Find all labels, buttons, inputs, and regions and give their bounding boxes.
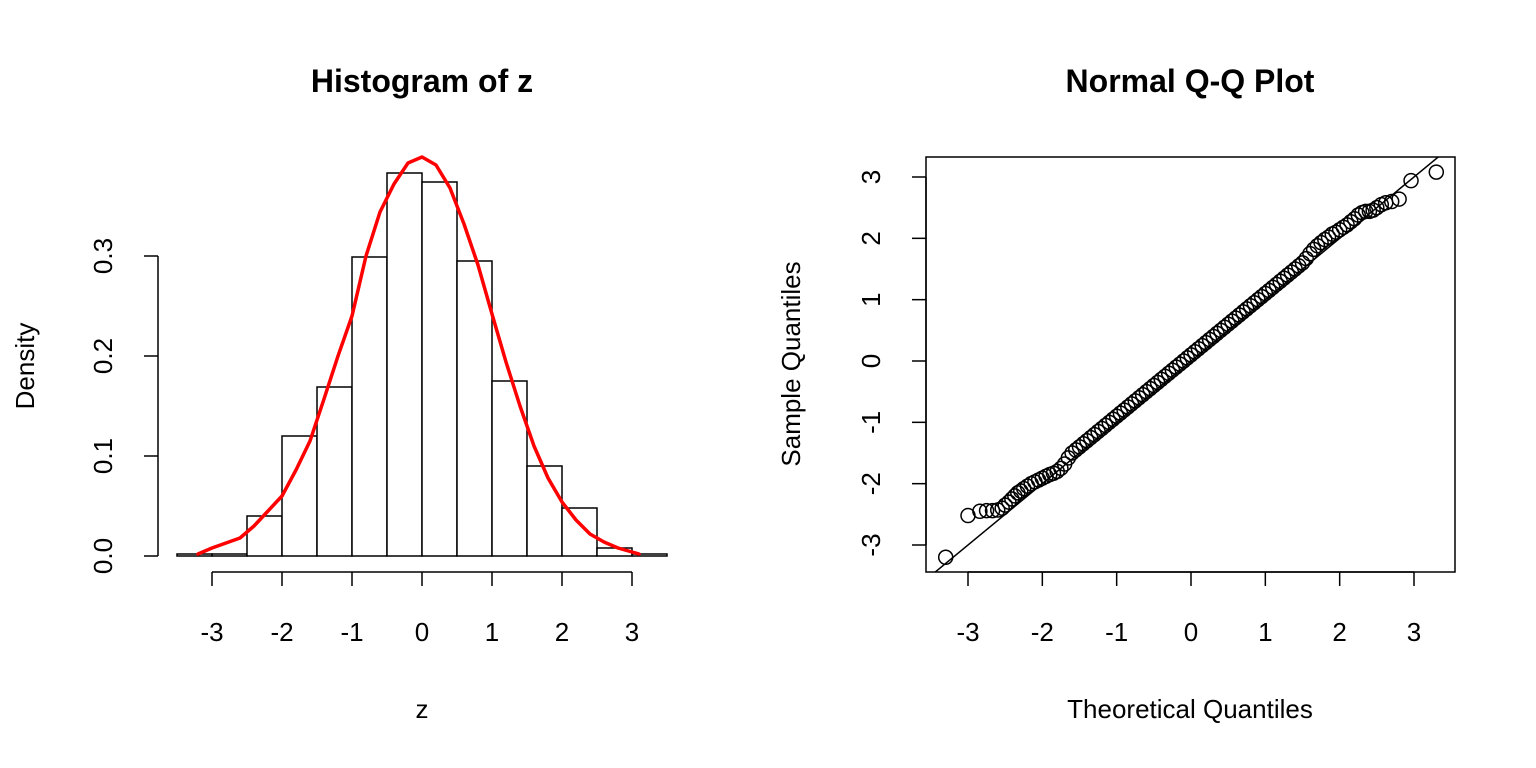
qq-title: Normal Q-Q Plot bbox=[1066, 63, 1315, 99]
qq-point bbox=[1001, 494, 1017, 510]
qq-y-tick-label: -3 bbox=[856, 533, 886, 556]
qq-y-tick-label: -1 bbox=[856, 411, 886, 434]
qq-x-tick-label: -1 bbox=[1105, 617, 1128, 647]
histogram-y-tick-label: 0.1 bbox=[88, 438, 118, 474]
qq-y-tick-label: -2 bbox=[856, 472, 886, 495]
qq-x-tick-label: 2 bbox=[1332, 617, 1346, 647]
qq-point bbox=[1053, 460, 1069, 477]
qq-x-tick-label: -2 bbox=[1031, 617, 1054, 647]
qq-point bbox=[1369, 199, 1385, 216]
histogram-y-axis: 0.0 0.1 0.2 0.3 bbox=[88, 238, 159, 574]
histogram-bar bbox=[351, 256, 388, 557]
qq-x-tick-label: -3 bbox=[956, 617, 979, 647]
qq-y-axis: -3 -2 -1 0 1 2 3 bbox=[856, 170, 927, 557]
histogram-bar bbox=[211, 553, 248, 557]
qq-y-tick-label: 0 bbox=[856, 354, 886, 368]
histogram-bar bbox=[246, 515, 283, 557]
histogram-x-tick-label: 3 bbox=[625, 617, 639, 647]
histogram-bar bbox=[316, 386, 353, 557]
qq-point bbox=[1357, 203, 1374, 220]
histogram-title: Histogram of z bbox=[311, 63, 533, 99]
histogram-bar bbox=[386, 172, 423, 557]
density-curve bbox=[196, 155, 641, 556]
histogram-x-tick-label: -3 bbox=[200, 617, 223, 647]
histogram-bar bbox=[456, 260, 493, 557]
histogram-y-label: Density bbox=[10, 323, 40, 410]
qq-point bbox=[1403, 172, 1419, 189]
qq-y-tick-label: 1 bbox=[856, 292, 886, 306]
qq-point bbox=[1383, 193, 1400, 210]
histogram-bar bbox=[421, 181, 458, 557]
histogram-bar bbox=[561, 507, 598, 557]
qq-y-label: Sample Quantiles bbox=[776, 261, 806, 466]
histogram-panel: Histogram of z -3 -2 -1 0 1 2 3 0.0 0.1 0.2 0.3 z… bbox=[10, 63, 668, 724]
qq-y-tick-label: 2 bbox=[856, 231, 886, 245]
qq-point bbox=[1298, 250, 1314, 267]
density-curve-group bbox=[196, 155, 641, 556]
qq-points bbox=[937, 164, 1445, 566]
histogram-y-tick-label: 0.3 bbox=[88, 238, 118, 274]
qq-x-label: Theoretical Quantiles bbox=[1067, 694, 1313, 724]
qq-point bbox=[978, 502, 995, 519]
histogram-bar bbox=[281, 435, 318, 557]
histogram-y-tick-label: 0.2 bbox=[88, 338, 118, 374]
qq-point bbox=[1428, 164, 1445, 180]
qq-x-tick-label: 0 bbox=[1184, 617, 1198, 647]
histogram-bar bbox=[526, 465, 563, 557]
histogram-bar bbox=[176, 553, 213, 557]
qq-point bbox=[1391, 191, 1407, 207]
qq-point bbox=[937, 549, 954, 566]
histogram-x-axis: -3 -2 -1 0 1 2 3 bbox=[200, 571, 639, 647]
qq-point bbox=[1004, 491, 1020, 507]
qq-y-tick-label: 3 bbox=[856, 170, 886, 184]
qq-point bbox=[1302, 245, 1318, 262]
histogram-y-tick-label: 0.0 bbox=[88, 538, 118, 574]
histogram-bar bbox=[631, 553, 668, 557]
qq-point bbox=[1365, 202, 1381, 218]
qq-x-tick-label: 3 bbox=[1407, 617, 1421, 647]
histogram-x-tick-label: -1 bbox=[340, 617, 363, 647]
histogram-x-tick-label: 0 bbox=[415, 617, 429, 647]
qq-x-axis: -3 -2 -1 0 1 2 3 bbox=[956, 571, 1421, 647]
histogram-x-tick-label: -2 bbox=[270, 617, 293, 647]
histogram-x-label: z bbox=[416, 694, 429, 724]
histogram-x-tick-label: 1 bbox=[485, 617, 499, 647]
histogram-bars bbox=[176, 172, 668, 557]
histogram-x-tick-label: 2 bbox=[555, 617, 569, 647]
qq-point bbox=[972, 503, 988, 520]
qq-panel: Normal Q-Q Plot -3 -2 -1 0 1 2 3 -3 -2 -1 0 1 2 3 Th… bbox=[776, 63, 1456, 724]
qq-point bbox=[1350, 207, 1366, 223]
qq-point bbox=[984, 502, 1001, 519]
qq-x-tick-label: 1 bbox=[1258, 617, 1272, 647]
